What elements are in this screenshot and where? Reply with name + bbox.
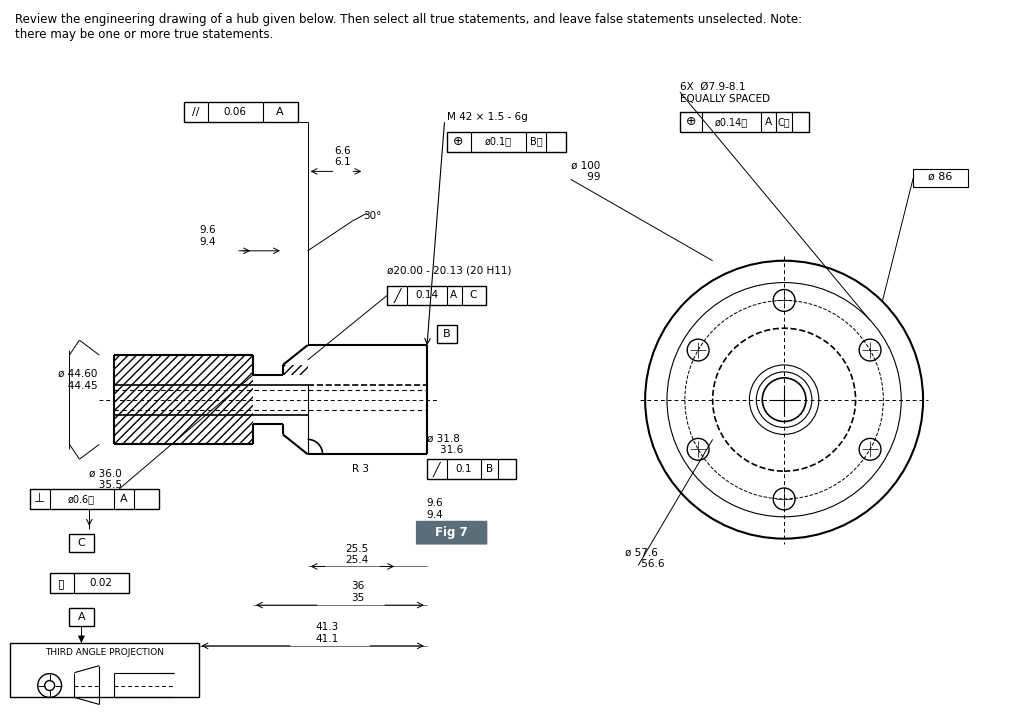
Text: ▯: ▯ <box>58 577 65 590</box>
Text: 30°: 30° <box>364 211 381 221</box>
Text: A: A <box>450 290 457 300</box>
Text: B: B <box>485 464 493 474</box>
Text: ø20.00 - 20.13 (20 H11): ø20.00 - 20.13 (20 H11) <box>387 266 512 276</box>
Bar <box>446 132 565 152</box>
Text: 36
35: 36 35 <box>350 581 364 603</box>
Text: 0.1: 0.1 <box>456 464 472 474</box>
Text: ø 31.8
    31.6: ø 31.8 31.6 <box>427 433 463 455</box>
Bar <box>30 489 159 509</box>
Text: ø0.1Ⓜ: ø0.1Ⓜ <box>484 137 512 147</box>
Text: B: B <box>442 329 451 339</box>
Text: ø 86: ø 86 <box>928 172 952 182</box>
Text: R 3: R 3 <box>352 464 370 474</box>
Bar <box>114 355 253 444</box>
Text: //: // <box>191 107 200 117</box>
Text: A: A <box>276 107 284 117</box>
Bar <box>183 102 298 122</box>
Text: EQUALLY SPACED: EQUALLY SPACED <box>680 94 770 104</box>
Text: Fig 7: Fig 7 <box>435 526 468 539</box>
Text: 0.06: 0.06 <box>223 107 247 117</box>
Bar <box>70 608 94 626</box>
Bar <box>49 573 129 593</box>
Text: ø 36.0
   35.5: ø 36.0 35.5 <box>89 468 122 490</box>
Text: 0.02: 0.02 <box>90 578 113 588</box>
Text: A: A <box>765 117 772 127</box>
Text: ⊕: ⊕ <box>685 115 696 128</box>
Text: ø 57.6
     56.6: ø 57.6 56.6 <box>626 548 665 569</box>
FancyBboxPatch shape <box>416 521 487 545</box>
Text: A: A <box>120 494 128 504</box>
Text: BⓂ: BⓂ <box>529 137 543 147</box>
Text: A: A <box>78 612 85 622</box>
Text: 6X  Ø7.9-8.1: 6X Ø7.9-8.1 <box>680 82 745 92</box>
Text: ╱: ╱ <box>393 288 400 303</box>
Bar <box>387 285 486 305</box>
Bar <box>10 643 199 697</box>
Text: ø 100
     99: ø 100 99 <box>570 161 600 182</box>
Text: ø0.6Ⓜ: ø0.6Ⓜ <box>68 494 95 504</box>
Text: 41.3
41.1: 41.3 41.1 <box>316 622 339 644</box>
Text: CⓂ: CⓂ <box>778 117 791 127</box>
Text: C: C <box>78 538 85 548</box>
Text: 0.14: 0.14 <box>415 290 438 300</box>
Bar <box>680 112 809 132</box>
Text: C: C <box>470 290 477 300</box>
Text: M 42 × 1.5 - 6g: M 42 × 1.5 - 6g <box>446 112 527 122</box>
Text: ø0.14Ⓜ: ø0.14Ⓜ <box>715 117 749 127</box>
Bar <box>913 169 968 187</box>
Bar <box>283 365 307 375</box>
Text: ╱: ╱ <box>433 462 440 477</box>
Text: 6.6
6.1: 6.6 6.1 <box>334 146 351 167</box>
Text: 9.6
9.4: 9.6 9.4 <box>427 498 443 520</box>
Text: ⊥: ⊥ <box>34 493 45 506</box>
Bar <box>436 325 457 343</box>
Text: Review the engineering drawing of a hub given below. Then select all true statem: Review the engineering drawing of a hub … <box>15 13 802 41</box>
Bar <box>70 533 94 551</box>
Text: THIRD ANGLE PROJECTION: THIRD ANGLE PROJECTION <box>45 649 164 657</box>
Text: ⊕: ⊕ <box>454 135 464 148</box>
Text: ø 44.60
   44.45: ø 44.60 44.45 <box>57 369 97 390</box>
Text: 9.6
9.4: 9.6 9.4 <box>200 225 216 247</box>
Bar <box>427 459 516 479</box>
Text: 25.5
25.4: 25.5 25.4 <box>346 543 369 566</box>
